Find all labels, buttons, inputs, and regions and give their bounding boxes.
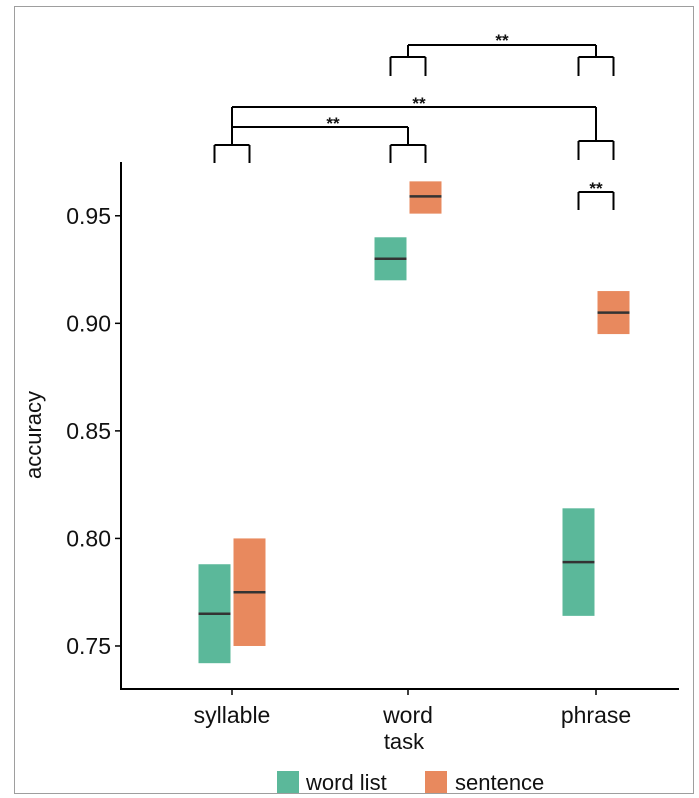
legend-swatch (277, 771, 299, 793)
y-axis-title: accuracy (21, 391, 46, 479)
crossbar-chart: 0.75 0.80 0.85 0.90 0.95 syllable word phrase ta… (21, 31, 679, 795)
legend-swatch (425, 771, 447, 793)
y-tick-label: 0.95 (66, 203, 111, 229)
y-tick-label: 0.75 (66, 633, 111, 659)
y-tick-label: 0.85 (66, 418, 111, 444)
significance-label: ** (589, 179, 603, 198)
legend-label: word list (305, 770, 387, 795)
x-axis-title: task (384, 729, 425, 754)
x-tick-label: syllable (194, 702, 271, 728)
significance-label: ** (326, 114, 340, 133)
x-tick-label: word (382, 702, 433, 728)
significance-label: ** (412, 94, 426, 113)
legend-label: sentence (455, 770, 544, 795)
x-tick-label: phrase (561, 702, 631, 728)
significance-label: ** (495, 31, 509, 50)
y-tick-label: 0.80 (66, 525, 111, 551)
chart-frame: 0.75 0.80 0.85 0.90 0.95 syllable word phrase ta… (14, 6, 694, 795)
y-tick-label: 0.90 (66, 310, 111, 336)
